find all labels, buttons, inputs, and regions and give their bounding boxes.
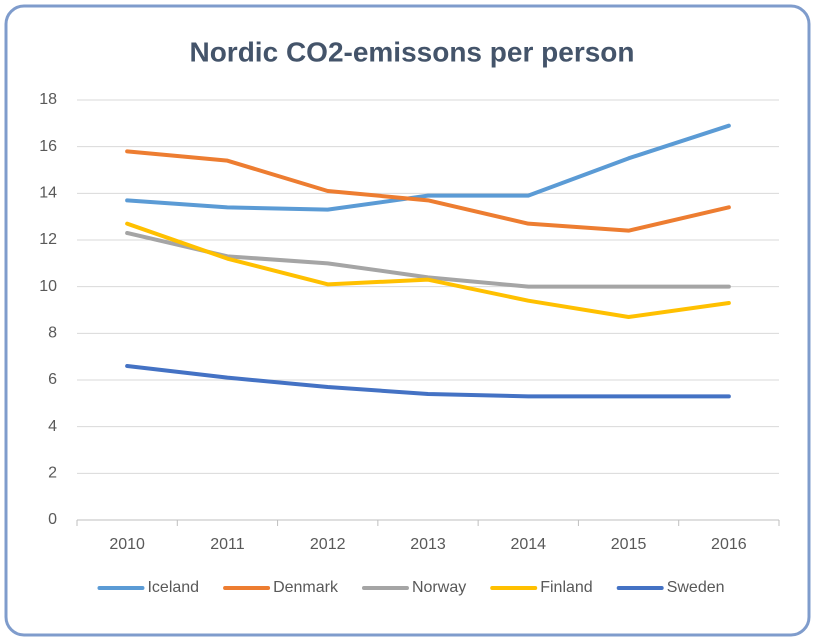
y-tick-label: 6 [48, 371, 57, 388]
legend-label: Denmark [273, 579, 339, 596]
y-tick-label: 16 [39, 138, 57, 155]
x-tick-label: 2013 [410, 536, 446, 553]
y-tick-label: 10 [39, 278, 57, 295]
legend-label: Finland [540, 579, 592, 596]
y-tick-label: 18 [39, 91, 57, 108]
legend-item: Denmark [223, 579, 339, 596]
legend-label: Sweden [667, 579, 725, 596]
y-tick-label: 4 [48, 418, 57, 435]
y-tick-label: 2 [48, 465, 57, 482]
series-line [125, 231, 731, 289]
series-line [125, 364, 731, 399]
y-tick-label: 8 [48, 325, 57, 342]
x-tick-label: 2012 [310, 536, 346, 553]
x-tick-label: 2015 [611, 536, 647, 553]
legend-item: Iceland [97, 579, 199, 596]
y-tick-label: 0 [48, 511, 57, 528]
legend-item: Finland [490, 579, 593, 596]
series-line [125, 123, 731, 212]
chart-title: Nordic CO2-emissons per person [189, 36, 634, 67]
series-line [125, 221, 731, 319]
x-tick-label: 2010 [109, 536, 145, 553]
x-tick-label: 2014 [510, 536, 546, 553]
x-tick-label: 2011 [210, 536, 245, 553]
y-tick-label: 14 [39, 185, 57, 202]
legend-item: Sweden [616, 579, 725, 596]
legend-label: Iceland [147, 579, 199, 596]
x-tick-label: 2016 [711, 536, 747, 553]
series-line [125, 149, 731, 233]
legend-label: Norway [412, 579, 466, 596]
chart-border [4, 4, 811, 637]
legend-item: Norway [361, 579, 466, 596]
y-tick-label: 12 [39, 231, 57, 248]
